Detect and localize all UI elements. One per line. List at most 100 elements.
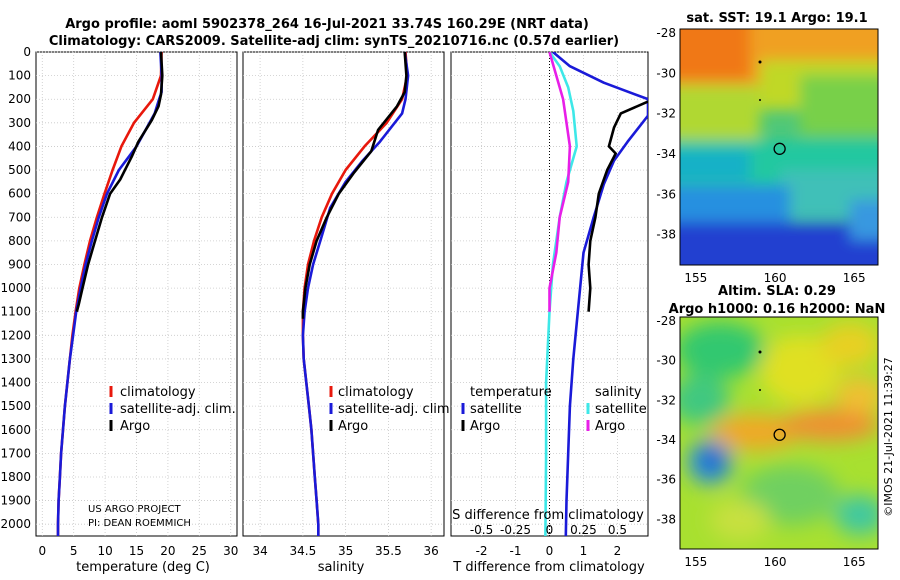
lon-tick-label: 155 [684, 555, 707, 569]
depth-tick-label: 600 [8, 187, 31, 201]
lon-tick-label: 155 [684, 271, 707, 285]
legend-temperature-header: temperature [470, 385, 552, 400]
series-line-salinity-argo [548, 52, 572, 312]
lat-tick-label: -34 [656, 147, 676, 161]
legend-salinity-header: salinity [595, 385, 642, 400]
s-tick-label: 0 [546, 523, 554, 537]
lat-tick-label: -28 [656, 314, 676, 328]
depth-tick-label: 100 [8, 69, 31, 83]
x-tick-label: 35 [338, 544, 353, 558]
x-tick-label: 35.5 [375, 544, 402, 558]
salinity-legend: climatology satellite-adj. clim. Argo [329, 385, 454, 434]
difference-legend: temperature salinity satellite Argo sate… [461, 385, 647, 434]
difference-series [544, 52, 648, 536]
lat-tick-label: -36 [656, 187, 676, 201]
legend-argo-label: Argo [338, 419, 368, 434]
depth-tick-label: 1400 [0, 376, 31, 390]
salinity-axes-frame [242, 51, 445, 537]
depth-tick-label: 200 [8, 92, 31, 106]
sst-frame [679, 28, 879, 266]
argo-location-marker [773, 142, 786, 155]
lat-tick-label: -36 [656, 473, 676, 487]
title-line-2: Climatology: CARS2009. Satellite-adj cli… [49, 34, 619, 49]
lat-tick-label: -28 [656, 26, 676, 40]
depth-tick-label: 1700 [0, 446, 31, 460]
credits-line-2: PI: DEAN ROEMMICH [88, 518, 191, 529]
s-tick-label: 0.25 [570, 523, 597, 537]
sst-map-title: sat. SST: 19.1 Argo: 19.1 [686, 11, 867, 26]
depth-tick-label: 1900 [0, 494, 31, 508]
salinity-panel: 34 34.5 35 35.5 36 salinity climatology sate… [242, 51, 454, 575]
legend-argo-label: Argo [120, 419, 150, 434]
temperature-series [56, 51, 164, 536]
depth-tick-label: 2000 [0, 517, 31, 531]
s-tick-label: -0.5 [470, 523, 493, 537]
legend-s-satellite-label: satellite [595, 402, 647, 417]
lat-tick-label: -34 [656, 433, 676, 447]
sla-lon-tick-labels: 155 160 165 [684, 555, 865, 569]
x-tick-label: 0 [38, 544, 46, 558]
sst-lon-tick-labels: 155 160 165 [684, 271, 865, 285]
lat-tick-label: -30 [656, 354, 676, 368]
lat-tick-label: -30 [656, 66, 676, 80]
sla-frame [679, 316, 879, 550]
x-tick-label: -1 [510, 544, 522, 558]
x-tick-label: -2 [476, 544, 488, 558]
temperature-tick-labels: 0 5 10 15 20 25 30 [38, 544, 238, 558]
legend-s-argo-label: Argo [595, 419, 625, 434]
series-line-argo [301, 51, 408, 319]
legend-t-argo-label: Argo [470, 419, 500, 434]
salinity-tick-labels: 34 34.5 35 35.5 36 [252, 544, 438, 558]
title-line-1: Argo profile: aoml 5902378_264 16-Jul-20… [65, 17, 589, 32]
s-tick-label: -0.25 [500, 523, 531, 537]
series-line-argo [75, 51, 164, 313]
sla-field [680, 317, 878, 549]
x-tick-label: 20 [160, 544, 175, 558]
sst-map-panel: sat. SST: 19.1 Argo: 19.1 155 160 165 -2 [656, 11, 879, 285]
salinity-series [301, 51, 410, 536]
legend-satellite-label: satellite-adj. clim. [338, 402, 454, 417]
x-tick-label: 36 [424, 544, 439, 558]
depth-tick-label: 1100 [0, 305, 31, 319]
credits-line-1: US ARGO PROJECT [88, 504, 182, 515]
depth-tick-label: 800 [8, 234, 31, 248]
sst-field [680, 29, 878, 265]
difference-tick-labels: -2 -1 0 1 2 [476, 544, 622, 558]
depth-tick-label: 500 [8, 163, 31, 177]
lon-tick-label: 160 [764, 271, 787, 285]
depth-tick-label: 1200 [0, 328, 31, 342]
legend-climatology-label: climatology [120, 385, 196, 400]
depth-tick-label: 0 [23, 45, 31, 59]
temperature-panel: 0100200300400500600700800900100011001200… [0, 45, 238, 575]
temperature-axes-frame [35, 51, 238, 537]
series-line-temperature-satellite [552, 52, 648, 536]
sla-map-subtitle: Argo h1000: 0.16 h2000: NaN [669, 302, 886, 317]
depth-tick-label: 1800 [0, 470, 31, 484]
difference-panel: -2 -1 0 1 2 -0.5 -0.25 0 0.25 0.5 S difference f… [450, 51, 649, 575]
timestamp: ©IMOS 21-Jul-2021 11:39:27 [882, 357, 895, 517]
salinity-difference-xlabel: S difference from climatology [452, 508, 644, 523]
x-tick-label: 2 [614, 544, 622, 558]
depth-tick-labels: 0 100 200 300 400 500 600 700 800 900 1000 1100 1200… [0, 45, 31, 531]
lon-tick-label: 165 [843, 271, 866, 285]
depth-tick-label: 1500 [0, 399, 31, 413]
depth-tick-label: 400 [8, 139, 31, 153]
x-tick-label: 15 [129, 544, 144, 558]
depth-tick-label: 1000 [0, 281, 31, 295]
lat-tick-label: -38 [656, 228, 676, 242]
x-tick-label: 34 [252, 544, 267, 558]
series-line-temperature-argo [587, 100, 648, 312]
x-tick-label: 34.5 [290, 544, 317, 558]
argo-location-marker [773, 428, 786, 441]
x-tick-label: 0 [546, 544, 554, 558]
lon-tick-label: 160 [764, 555, 787, 569]
x-tick-label: 25 [192, 544, 207, 558]
lat-tick-label: -32 [656, 393, 676, 407]
series-line-satellite-adj-clim- [301, 51, 410, 536]
temperature-difference-xlabel: T difference from climatology [452, 560, 645, 575]
s-tick-label: 0.5 [608, 523, 627, 537]
lat-tick-label: -38 [656, 512, 676, 526]
lat-tick-label: -32 [656, 107, 676, 121]
legend-t-satellite-label: satellite [470, 402, 522, 417]
temperature-legend: climatology satellite-adj. clim. Argo [109, 385, 236, 434]
